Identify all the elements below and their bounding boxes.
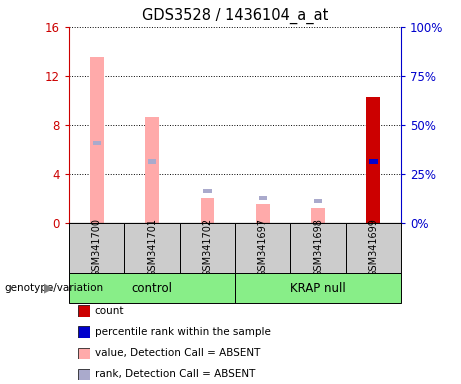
- Text: ▶: ▶: [44, 281, 53, 295]
- Bar: [203, 189, 212, 193]
- Bar: [290, 223, 346, 273]
- Bar: [201, 198, 214, 223]
- Bar: [369, 159, 378, 164]
- Text: value, Detection Call = ABSENT: value, Detection Call = ABSENT: [95, 348, 260, 358]
- Bar: [346, 223, 401, 273]
- Bar: [124, 223, 180, 273]
- Text: KRAP null: KRAP null: [290, 281, 346, 295]
- Bar: [311, 208, 325, 223]
- Text: GSM341699: GSM341699: [368, 218, 378, 277]
- Text: GSM341702: GSM341702: [202, 218, 213, 277]
- Text: genotype/variation: genotype/variation: [5, 283, 104, 293]
- Bar: [314, 199, 322, 203]
- Bar: [366, 97, 380, 223]
- Text: GSM341700: GSM341700: [92, 218, 102, 277]
- Text: control: control: [132, 281, 172, 295]
- Bar: [69, 273, 235, 303]
- Text: rank, Detection Call = ABSENT: rank, Detection Call = ABSENT: [95, 369, 255, 379]
- Bar: [235, 223, 290, 273]
- Bar: [148, 159, 156, 164]
- Bar: [180, 223, 235, 273]
- Text: GSM341697: GSM341697: [258, 218, 268, 277]
- Bar: [256, 204, 270, 223]
- Bar: [235, 273, 401, 303]
- Bar: [93, 141, 101, 145]
- Bar: [69, 223, 124, 273]
- Text: GSM341701: GSM341701: [147, 218, 157, 277]
- Text: count: count: [95, 306, 124, 316]
- Text: percentile rank within the sample: percentile rank within the sample: [95, 327, 271, 337]
- Bar: [145, 118, 159, 223]
- Bar: [90, 58, 104, 223]
- Text: GSM341698: GSM341698: [313, 218, 323, 277]
- Bar: [259, 196, 267, 200]
- Title: GDS3528 / 1436104_a_at: GDS3528 / 1436104_a_at: [142, 8, 328, 24]
